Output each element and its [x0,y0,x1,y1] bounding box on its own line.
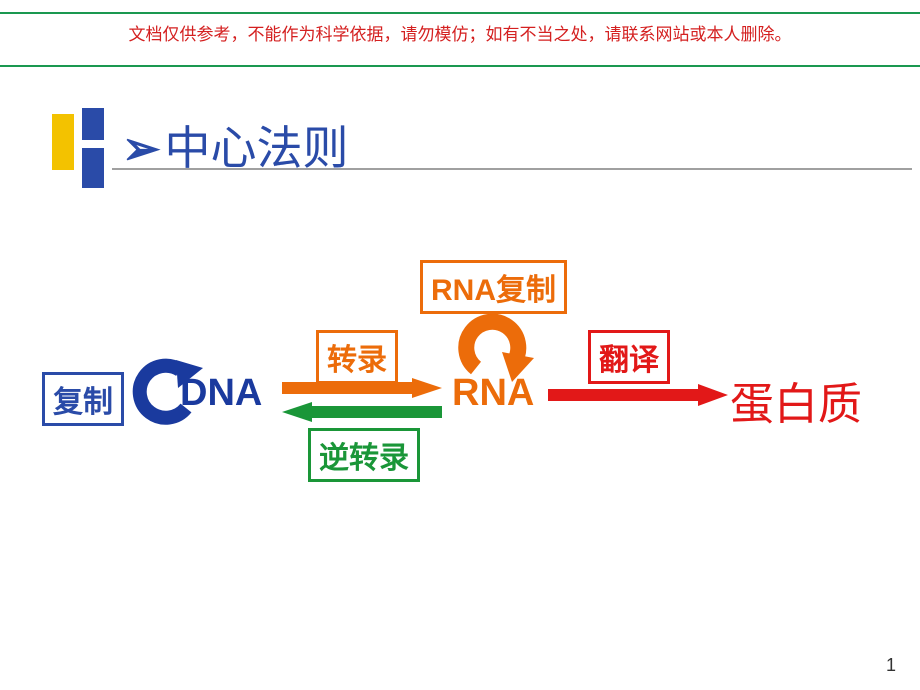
node-rna: RNA [452,372,534,415]
node-rna-label: RNA [452,372,534,414]
label-dna-replication-text: 复制 [53,386,113,419]
label-reverse-transcription: 逆转录 [308,428,420,482]
title-bar-blue-2 [82,148,104,188]
title-bullet-icon: ➢ [122,122,161,174]
arrow-transcription-icon [282,378,442,398]
label-transcription: 转录 [316,330,398,384]
label-dna-replication: 复制 [42,372,124,426]
label-translation: 翻译 [588,330,670,384]
label-rna-replication-text: RNA复制 [431,274,556,307]
label-reverse-transcription-text: 逆转录 [319,442,409,475]
node-dna-label: DNA [180,372,262,414]
title-bar-yellow [52,114,74,170]
disclaimer-text: 文档仅供参考，不能作为科学依据，请勿模仿；如有不当之处，请联系网站或本人删除。 [129,25,792,44]
arrow-reverse-transcription-icon [282,402,442,422]
title-underline [112,168,912,170]
title-label: 中心法则 [165,123,349,174]
page-number: 1 [886,655,896,676]
label-rna-replication: RNA复制 [420,260,567,314]
title-decoration-bars [52,108,112,188]
label-translation-text: 翻译 [599,344,659,377]
title-bar-blue-1 [82,108,104,140]
disclaimer-banner: 文档仅供参考，不能作为科学依据，请勿模仿；如有不当之处，请联系网站或本人删除。 [0,12,920,67]
label-transcription-text: 转录 [327,344,387,377]
node-dna: DNA [180,372,262,415]
arrow-rna-replication-icon [452,310,542,380]
arrow-translation-icon [548,384,728,406]
central-dogma-diagram: 复制 DNA 转录 逆转录 RNA复制 RNA 翻译 [0,260,920,520]
node-protein: 蛋白质 [730,368,862,432]
node-protein-label: 蛋白质 [730,380,862,429]
